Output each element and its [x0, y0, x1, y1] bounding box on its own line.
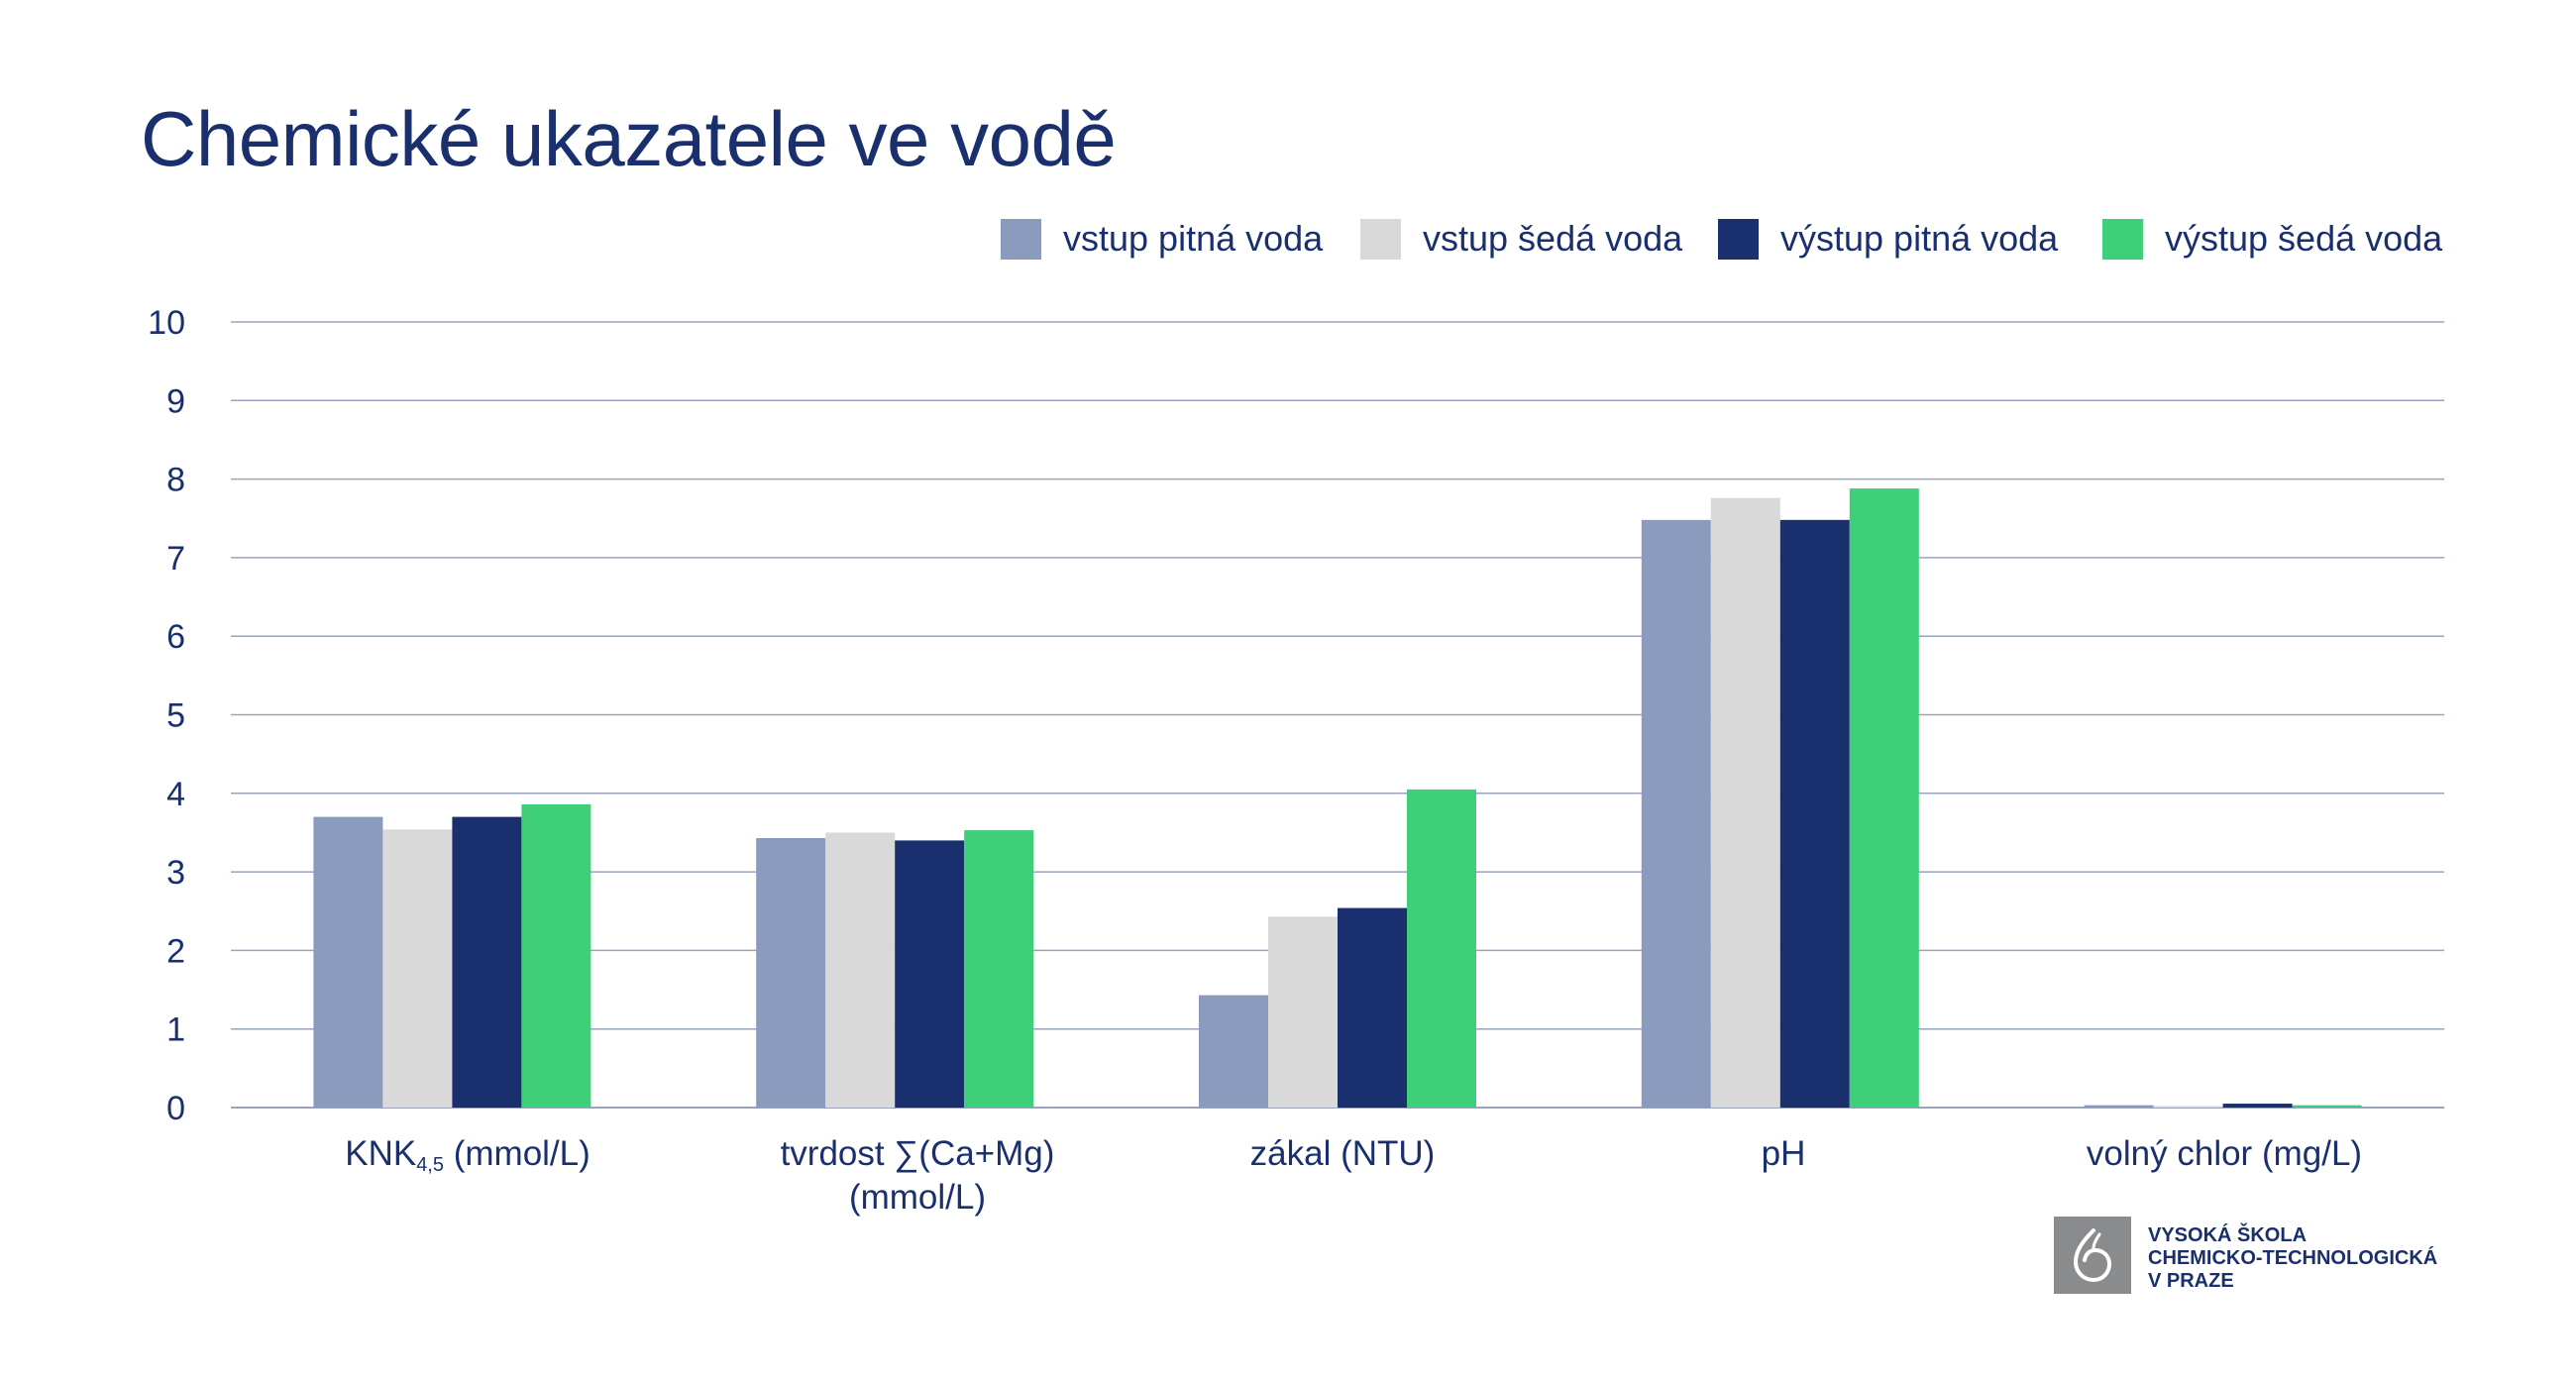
y-tick-label: 5 [166, 697, 185, 735]
bar [313, 816, 383, 1108]
y-tick-label: 0 [166, 1090, 185, 1127]
legend-swatch [1001, 218, 1041, 260]
y-tick-label: 4 [166, 776, 185, 813]
bar [1849, 488, 1919, 1109]
y-tick-label: 10 [148, 304, 185, 342]
legend-item-vystup-pitna: výstup pitná voda [1718, 217, 2058, 261]
x-tick-knk-main: KNK [345, 1134, 417, 1173]
legend-label: vstup šedá voda [1423, 218, 1683, 259]
x-tick-tvrdost-line2: (mmol/L) [848, 1178, 987, 1217]
bar [382, 829, 453, 1108]
logo-text: VYSOKÁ ŠKOLA CHEMICKO-TECHNOLOGICKÁ V PR… [2148, 1224, 2437, 1293]
bar [825, 832, 896, 1108]
bar [964, 830, 1034, 1108]
bar [521, 803, 591, 1108]
legend-swatch [1360, 218, 1401, 260]
x-tick-knk-sub: 4,5 [416, 1154, 444, 1176]
y-tick-label: 7 [166, 540, 185, 578]
legend-label: vstup pitná voda [1063, 218, 1324, 259]
chart-title: Chemické ukazatele ve vodě [141, 95, 1117, 182]
y-tick-label: 9 [166, 382, 185, 420]
x-tick-label-ph: pH [1761, 1134, 1806, 1173]
x-tick-label-zakal: zákal (NTU) [1249, 1134, 1436, 1173]
bar [1407, 789, 1476, 1108]
bar [2222, 1104, 2293, 1108]
bar [1268, 916, 1338, 1108]
bar [2292, 1105, 2362, 1108]
legend-swatch [1718, 218, 1759, 260]
vscht-logo-icon [2054, 1217, 2131, 1294]
bar [2084, 1105, 2154, 1108]
bar [452, 816, 522, 1108]
logo-line1: VYSOKÁ ŠKOLA [2148, 1224, 2308, 1246]
y-tick-label: 3 [166, 854, 185, 892]
legend-label: výstup šedá voda [2165, 218, 2443, 259]
logo-line2: CHEMICKO-TECHNOLOGICKÁ [2148, 1247, 2438, 1269]
legend-swatch [2102, 218, 2143, 260]
legend-label: výstup pitná voda [1780, 218, 2059, 259]
x-tick-label-chlor: volný chlor (mg/L) [2086, 1134, 2363, 1173]
logo-line3: V PRAZE [2148, 1270, 2234, 1292]
bar [1641, 519, 1711, 1108]
bar [1710, 497, 1780, 1109]
legend-item-vstup-seda: vstup šedá voda [1360, 217, 1682, 261]
y-tick-label: 8 [166, 462, 185, 499]
bar [756, 838, 826, 1108]
y-tick-label: 2 [166, 932, 185, 970]
bar [895, 840, 965, 1108]
x-tick-label-knk: KNK4,5 (mmol/L) [269, 1132, 666, 1176]
x-tick-tvrdost-line1: tvrdost ∑(Ca+Mg) [780, 1134, 1055, 1173]
bar [1779, 519, 1850, 1108]
legend-item-vstup-pitna: vstup pitná voda [1001, 217, 1323, 261]
x-tick-label-tvrdost: tvrdost ∑(Ca+Mg) (mmol/L) [719, 1132, 1116, 1220]
legend-item-vystup-seda: výstup šedá voda [2102, 217, 2442, 261]
y-tick-label: 1 [166, 1011, 185, 1049]
bar [1199, 995, 1268, 1108]
bar [2153, 1106, 2223, 1108]
x-tick-knk-unit: (mmol/L) [444, 1134, 590, 1173]
bar [1338, 907, 1407, 1108]
y-tick-label: 6 [166, 618, 185, 656]
